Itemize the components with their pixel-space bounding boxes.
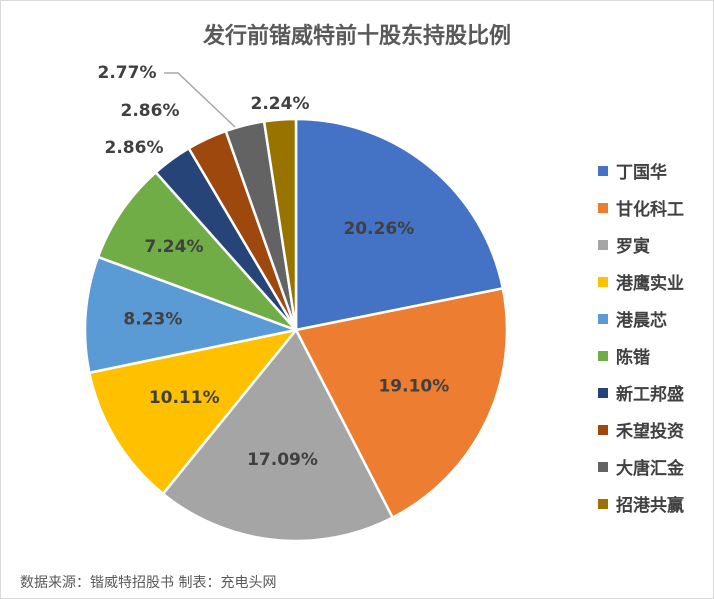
- data-label-8: 2.86%: [121, 101, 180, 121]
- legend-label: 大唐汇金: [616, 459, 684, 479]
- data-label-6: 7.24%: [145, 237, 204, 257]
- legend-swatch: [598, 239, 608, 250]
- legend-swatch: [598, 202, 608, 213]
- data-label-1: 20.26%: [343, 219, 414, 239]
- data-label-5: 8.23%: [123, 309, 182, 329]
- legend-swatch: [598, 276, 608, 287]
- data-label-7: 2.86%: [105, 138, 164, 158]
- legend-swatch: [598, 387, 608, 398]
- pie-slice-3: [161, 328, 394, 543]
- legend-label: 陈锴: [616, 348, 650, 368]
- leader-line: [164, 72, 236, 128]
- legend-item: 陈锴: [598, 337, 684, 374]
- legend-item: 港鹰实业: [598, 263, 684, 300]
- data-label-2: 19.10%: [378, 377, 449, 397]
- pie-slice-6: [96, 171, 298, 332]
- legend-label: 禾望投资: [616, 422, 684, 442]
- legend: 丁国华甘化科工罗寅港鹰实业港晨芯陈锴新工邦盛禾望投资大唐汇金招港共赢: [598, 152, 684, 522]
- data-label-4: 10.11%: [149, 388, 220, 408]
- data-label-9: 2.77%: [98, 63, 157, 83]
- legend-swatch: [598, 313, 608, 324]
- data-label-3: 17.09%: [247, 450, 318, 470]
- legend-label: 港鹰实业: [616, 274, 684, 294]
- pie-slice-2: [294, 287, 509, 519]
- legend-label: 丁国华: [616, 163, 667, 183]
- legend-item: 新工邦盛: [598, 374, 684, 411]
- legend-swatch: [598, 498, 608, 509]
- legend-label: 罗寅: [616, 237, 650, 257]
- legend-label: 招港共赢: [616, 496, 684, 516]
- legend-item: 甘化科工: [598, 189, 684, 226]
- legend-item: 禾望投资: [598, 411, 684, 448]
- legend-item: 罗寅: [598, 226, 684, 263]
- legend-swatch: [598, 165, 608, 176]
- pie-slice-10: [262, 117, 298, 332]
- legend-item: 大唐汇金: [598, 448, 684, 485]
- legend-swatch: [598, 350, 608, 361]
- legend-item: 港晨芯: [598, 300, 684, 337]
- pie-slice-4: [88, 328, 298, 496]
- legend-item: 丁国华: [598, 152, 684, 189]
- data-label-10: 2.24%: [251, 94, 310, 114]
- legend-label: 港晨芯: [616, 311, 667, 331]
- legend-label: 甘化科工: [616, 200, 684, 220]
- legend-swatch: [598, 424, 608, 435]
- legend-item: 招港共赢: [598, 485, 684, 522]
- pie-slice-5: [83, 255, 298, 374]
- legend-label: 新工邦盛: [616, 385, 684, 405]
- source-note: 数据来源：锴威特招股书 制表：充电头网: [20, 575, 277, 591]
- chart-title: 发行前锴威特前十股东持股比例: [202, 24, 511, 49]
- pie-slice-1: [294, 117, 505, 332]
- legend-swatch: [598, 461, 608, 472]
